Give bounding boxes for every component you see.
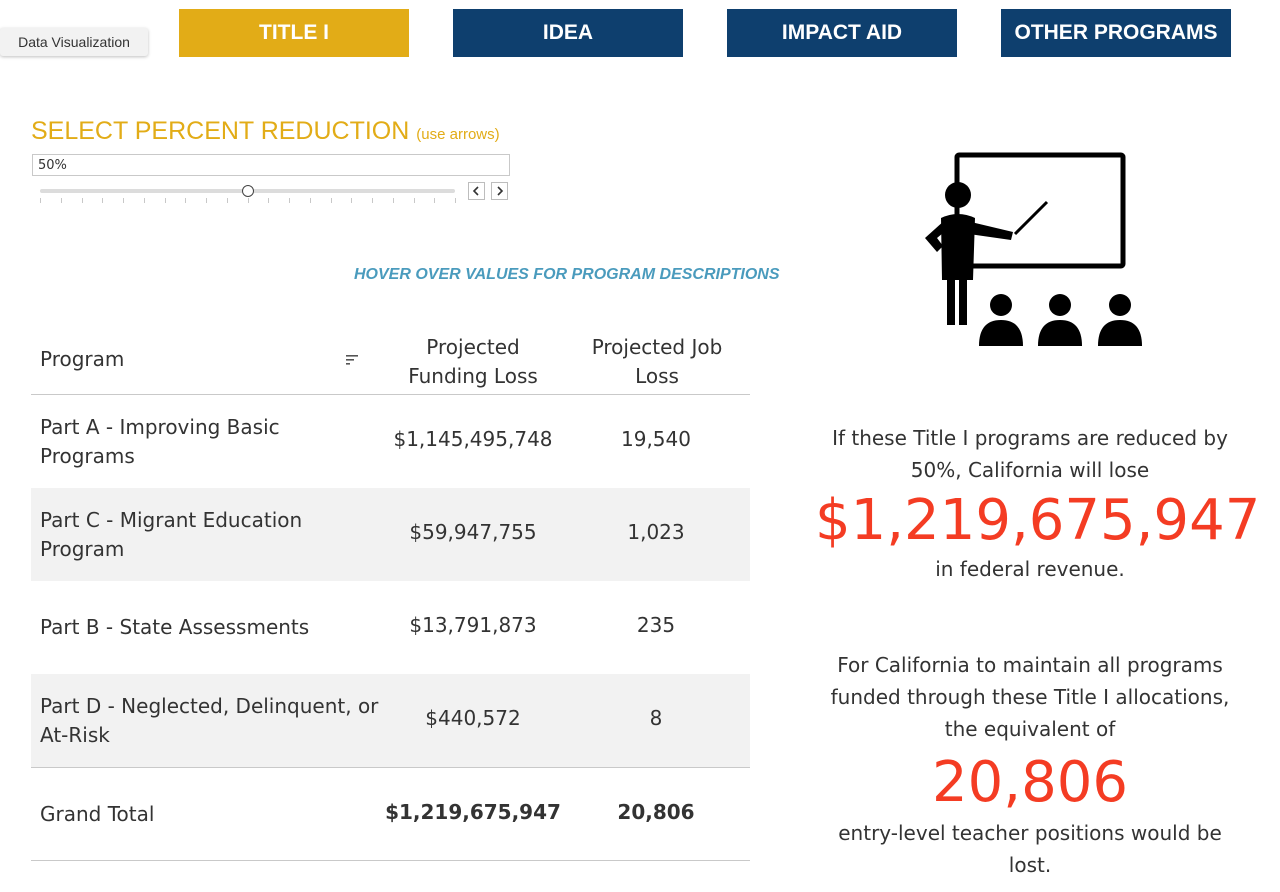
data-visualization-badge: Data Visualization — [0, 28, 148, 56]
slider-tick — [143, 198, 145, 203]
tab-other-programs[interactable]: OTHER PROGRAMS — [1001, 9, 1231, 57]
slider-tick — [247, 198, 249, 203]
percent-reduction-heading: SELECT PERCENT REDUCTION — [31, 117, 410, 145]
slider-tick — [351, 198, 353, 203]
grand-total-row: Grand Total $1,219,675,947 20,806 — [31, 768, 750, 861]
percent-slider-handle[interactable] — [241, 185, 254, 197]
slider-tick — [434, 198, 436, 203]
slider-tick — [206, 198, 207, 203]
program-name[interactable]: Part D - Neglected, Delinquent, or At-Ri… — [40, 694, 379, 747]
slider-tick — [392, 198, 394, 203]
summary-revenue-text: in federal revenue. — [935, 557, 1125, 581]
program-name[interactable]: Part C - Migrant Education Program — [40, 508, 303, 561]
total-teacher-positions: 20,806 — [932, 750, 1128, 815]
job-loss-value[interactable]: 235 — [636, 613, 676, 637]
table-row[interactable]: Part B - State Assessments $13,791,873 2… — [31, 581, 750, 674]
funding-loss-value[interactable]: $440,572 — [425, 706, 521, 730]
slider-tick — [372, 198, 373, 203]
funding-loss-value[interactable]: $1,145,495,748 — [393, 427, 553, 451]
column-header-funding-loss: Projected Funding Loss — [408, 335, 538, 388]
header-divider — [31, 394, 750, 395]
slider-tick — [185, 198, 187, 203]
decrease-arrow-button[interactable] — [468, 182, 485, 200]
grand-total-jobs: 20,806 — [617, 800, 695, 824]
tab-idea[interactable]: IDEA — [453, 9, 683, 57]
program-name[interactable]: Part A - Improving Basic Programs — [40, 415, 280, 468]
slider-tick — [60, 198, 62, 203]
hover-instructions: HOVER OVER VALUES FOR PROGRAM DESCRIPTIO… — [354, 266, 780, 283]
slider-tick — [330, 198, 332, 203]
slider-tick — [268, 198, 270, 203]
grand-total-funding: $1,219,675,947 — [385, 800, 561, 824]
slider-tick — [40, 198, 41, 203]
program-name[interactable]: Part B - State Assessments — [40, 615, 310, 639]
slider-tick — [289, 198, 290, 203]
table-row[interactable]: Part A - Improving Basic Programs $1,145… — [31, 395, 750, 488]
tab-title-i[interactable]: TITLE I — [179, 9, 409, 57]
summary-maintain-text: For California to maintain all programs … — [830, 653, 1230, 741]
table-row[interactable]: Part C - Migrant Education Program $59,9… — [31, 488, 750, 581]
funding-loss-value[interactable]: $13,791,873 — [409, 613, 537, 637]
table-row[interactable]: Part D - Neglected, Delinquent, or At-Ri… — [31, 674, 750, 767]
grand-total-label: Grand Total — [40, 802, 155, 826]
percent-reduction-title: SELECT PERCENT REDUCTION (use arrows) — [31, 117, 500, 146]
job-loss-value[interactable]: 1,023 — [627, 520, 685, 544]
slider-tick — [309, 198, 311, 203]
percent-value-field[interactable]: 50% — [32, 154, 510, 176]
funding-loss-value[interactable]: $59,947,755 — [409, 520, 537, 544]
job-loss-value[interactable]: 8 — [649, 706, 663, 730]
slider-tick — [164, 198, 166, 203]
slider-tick — [81, 198, 83, 203]
slider-tick — [413, 198, 415, 203]
summary-positions-text: entry-level teacher positions would be l… — [838, 821, 1222, 877]
summary-reduction-text: If these Title I programs are reduced by… — [832, 426, 1228, 482]
total-divider — [31, 767, 750, 768]
slider-tick — [123, 198, 124, 203]
slider-tick — [226, 198, 228, 203]
job-loss-value[interactable]: 19,540 — [621, 427, 691, 451]
use-arrows-hint: (use arrows) — [416, 126, 500, 143]
increase-arrow-button[interactable] — [491, 182, 508, 200]
chevron-left-icon — [472, 186, 479, 196]
slider-tick — [455, 198, 456, 203]
teacher-whiteboard-icon — [925, 152, 1142, 346]
total-revenue-loss: $1,219,675,947 — [815, 488, 1261, 553]
column-header-job-loss: Projected Job Loss — [591, 335, 723, 388]
column-header-program[interactable]: Program — [40, 347, 125, 371]
tab-impact-aid[interactable]: IMPACT AID — [727, 9, 957, 57]
slider-tick — [102, 198, 104, 203]
chevron-right-icon — [497, 186, 504, 196]
table-bottom-divider — [31, 860, 750, 861]
sort-icon[interactable] — [344, 352, 360, 368]
